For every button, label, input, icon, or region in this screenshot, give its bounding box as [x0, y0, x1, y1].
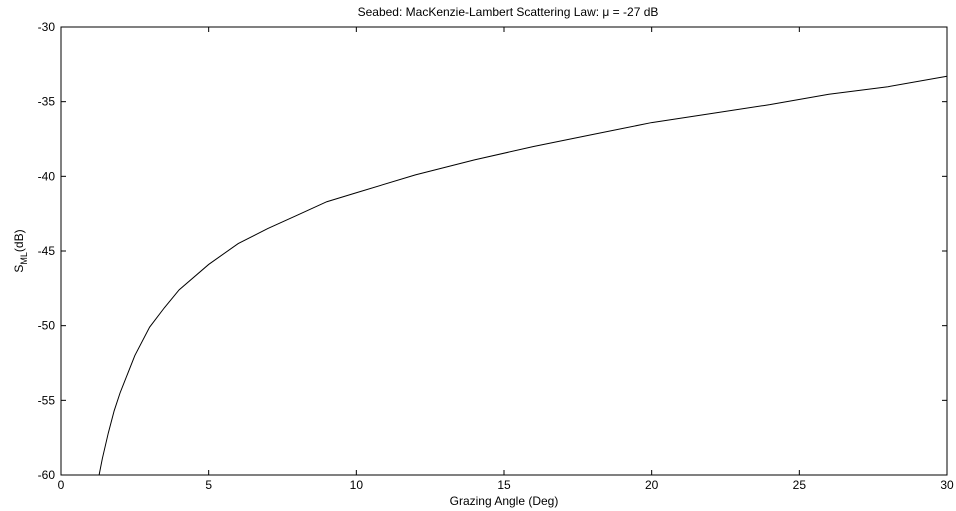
x-axis: 0 5 10 15 20 25 30	[58, 27, 954, 492]
y-tick-label: -40	[38, 169, 56, 183]
y-axis-label-subscript: ML	[19, 252, 29, 265]
y-axis-label-unit: (dB)	[12, 229, 26, 252]
chart-title: Seabed: MacKenzie-Lambert Scattering Law…	[358, 5, 659, 19]
chart-title-mu-symbol: μ	[602, 5, 609, 19]
x-tick-label: 20	[645, 478, 659, 492]
y-tick-label: -55	[38, 393, 56, 407]
y-axis-label-main: S	[12, 265, 26, 273]
x-tick-label: 5	[205, 478, 212, 492]
y-tick-label: -45	[38, 244, 56, 258]
y-tick-label: -30	[38, 20, 56, 34]
data-series-line	[98, 75, 948, 476]
y-tick-label: -35	[38, 95, 56, 109]
x-axis-label: Grazing Angle (Deg)	[450, 494, 559, 508]
x-tick-label: 0	[58, 478, 65, 492]
y-axis: -30 -35 -40 -45 -50 -55 -60	[38, 20, 947, 482]
chart-title-prefix: Seabed: MacKenzie-Lambert Scattering Law…	[358, 5, 603, 19]
y-axis-label: SML(dB)	[12, 229, 29, 272]
x-tick-label: 30	[940, 478, 954, 492]
x-tick-label: 25	[793, 478, 807, 492]
x-tick-label: 10	[350, 478, 364, 492]
y-tick-label: -60	[38, 468, 56, 482]
x-tick-label: 15	[497, 478, 511, 492]
y-tick-label: -50	[38, 319, 56, 333]
chart-title-suffix: = -27 dB	[609, 5, 658, 19]
plot-area	[60, 26, 948, 476]
